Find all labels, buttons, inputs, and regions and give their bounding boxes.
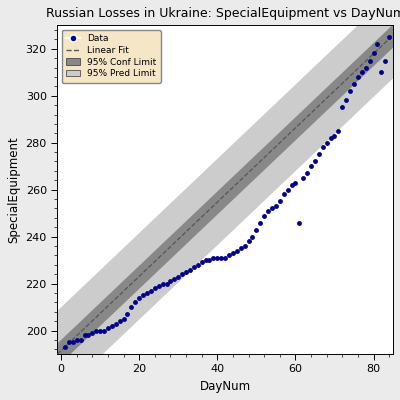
Point bbox=[292, 180, 299, 186]
Point bbox=[156, 283, 162, 289]
Point bbox=[347, 88, 353, 94]
Point bbox=[70, 339, 76, 346]
Point bbox=[359, 69, 365, 76]
Point bbox=[374, 41, 381, 47]
Point bbox=[144, 290, 150, 296]
Point bbox=[128, 304, 134, 310]
Point bbox=[183, 269, 189, 275]
Point bbox=[324, 140, 330, 146]
Point bbox=[316, 151, 322, 158]
Point bbox=[167, 278, 174, 284]
Point bbox=[74, 337, 80, 343]
X-axis label: DayNum: DayNum bbox=[200, 380, 251, 393]
Point bbox=[249, 234, 256, 240]
Point bbox=[265, 208, 271, 214]
Point bbox=[230, 250, 236, 256]
Point bbox=[66, 339, 72, 346]
Point bbox=[300, 175, 306, 181]
Point bbox=[257, 219, 264, 226]
Point bbox=[89, 330, 96, 336]
Point bbox=[152, 285, 158, 292]
Point bbox=[331, 132, 338, 139]
Point bbox=[304, 170, 310, 176]
Point bbox=[214, 254, 220, 261]
Title: Russian Losses in Ukraine: SpecialEquipment vs DayNum: Russian Losses in Ukraine: SpecialEquipm… bbox=[46, 7, 400, 20]
Point bbox=[120, 316, 127, 322]
Point bbox=[269, 205, 275, 212]
Point bbox=[163, 280, 170, 287]
Point bbox=[382, 57, 388, 64]
Point bbox=[245, 238, 252, 244]
Legend: Data, Linear Fit, 95% Conf Limit, 95% Pred Limit: Data, Linear Fit, 95% Conf Limit, 95% Pr… bbox=[62, 30, 161, 83]
Point bbox=[370, 50, 377, 57]
Point bbox=[124, 311, 131, 317]
Point bbox=[238, 245, 244, 252]
Point bbox=[253, 226, 260, 233]
Point bbox=[327, 135, 334, 141]
Point bbox=[112, 320, 119, 327]
Point bbox=[284, 186, 291, 193]
Point bbox=[276, 198, 283, 205]
Point bbox=[85, 332, 92, 338]
Point bbox=[273, 203, 279, 209]
Point bbox=[160, 280, 166, 287]
Point bbox=[386, 34, 392, 40]
Point bbox=[296, 219, 302, 226]
Point bbox=[101, 327, 107, 334]
Point bbox=[339, 104, 346, 111]
Point bbox=[226, 252, 232, 259]
Point bbox=[222, 254, 228, 261]
Point bbox=[280, 191, 287, 198]
Point bbox=[288, 182, 295, 188]
Point bbox=[109, 323, 115, 329]
Point bbox=[320, 144, 326, 151]
Point bbox=[179, 271, 185, 278]
Point bbox=[242, 243, 248, 249]
Point bbox=[93, 327, 100, 334]
Point bbox=[140, 292, 146, 298]
Point bbox=[202, 257, 209, 263]
Point bbox=[198, 259, 205, 266]
Point bbox=[261, 212, 267, 219]
Point bbox=[210, 254, 216, 261]
Point bbox=[97, 327, 103, 334]
Point bbox=[362, 64, 369, 71]
Point bbox=[187, 266, 193, 273]
Point bbox=[81, 332, 88, 338]
Point bbox=[366, 57, 373, 64]
Point bbox=[78, 337, 84, 343]
Point bbox=[132, 299, 138, 306]
Point bbox=[335, 128, 342, 134]
Point bbox=[355, 74, 361, 80]
Point bbox=[171, 276, 178, 282]
Point bbox=[218, 254, 224, 261]
Point bbox=[175, 273, 182, 280]
Point bbox=[351, 81, 357, 87]
Point bbox=[308, 163, 314, 169]
Point bbox=[343, 97, 349, 104]
Point bbox=[191, 264, 197, 270]
Y-axis label: SpecialEquipment: SpecialEquipment bbox=[7, 136, 20, 243]
Point bbox=[148, 288, 154, 294]
Point bbox=[312, 158, 318, 165]
Point bbox=[378, 69, 384, 76]
Point bbox=[116, 318, 123, 324]
Point bbox=[206, 257, 213, 263]
Point bbox=[136, 294, 142, 301]
Point bbox=[234, 248, 240, 254]
Point bbox=[62, 344, 68, 350]
Point bbox=[194, 262, 201, 268]
Point bbox=[105, 325, 111, 332]
